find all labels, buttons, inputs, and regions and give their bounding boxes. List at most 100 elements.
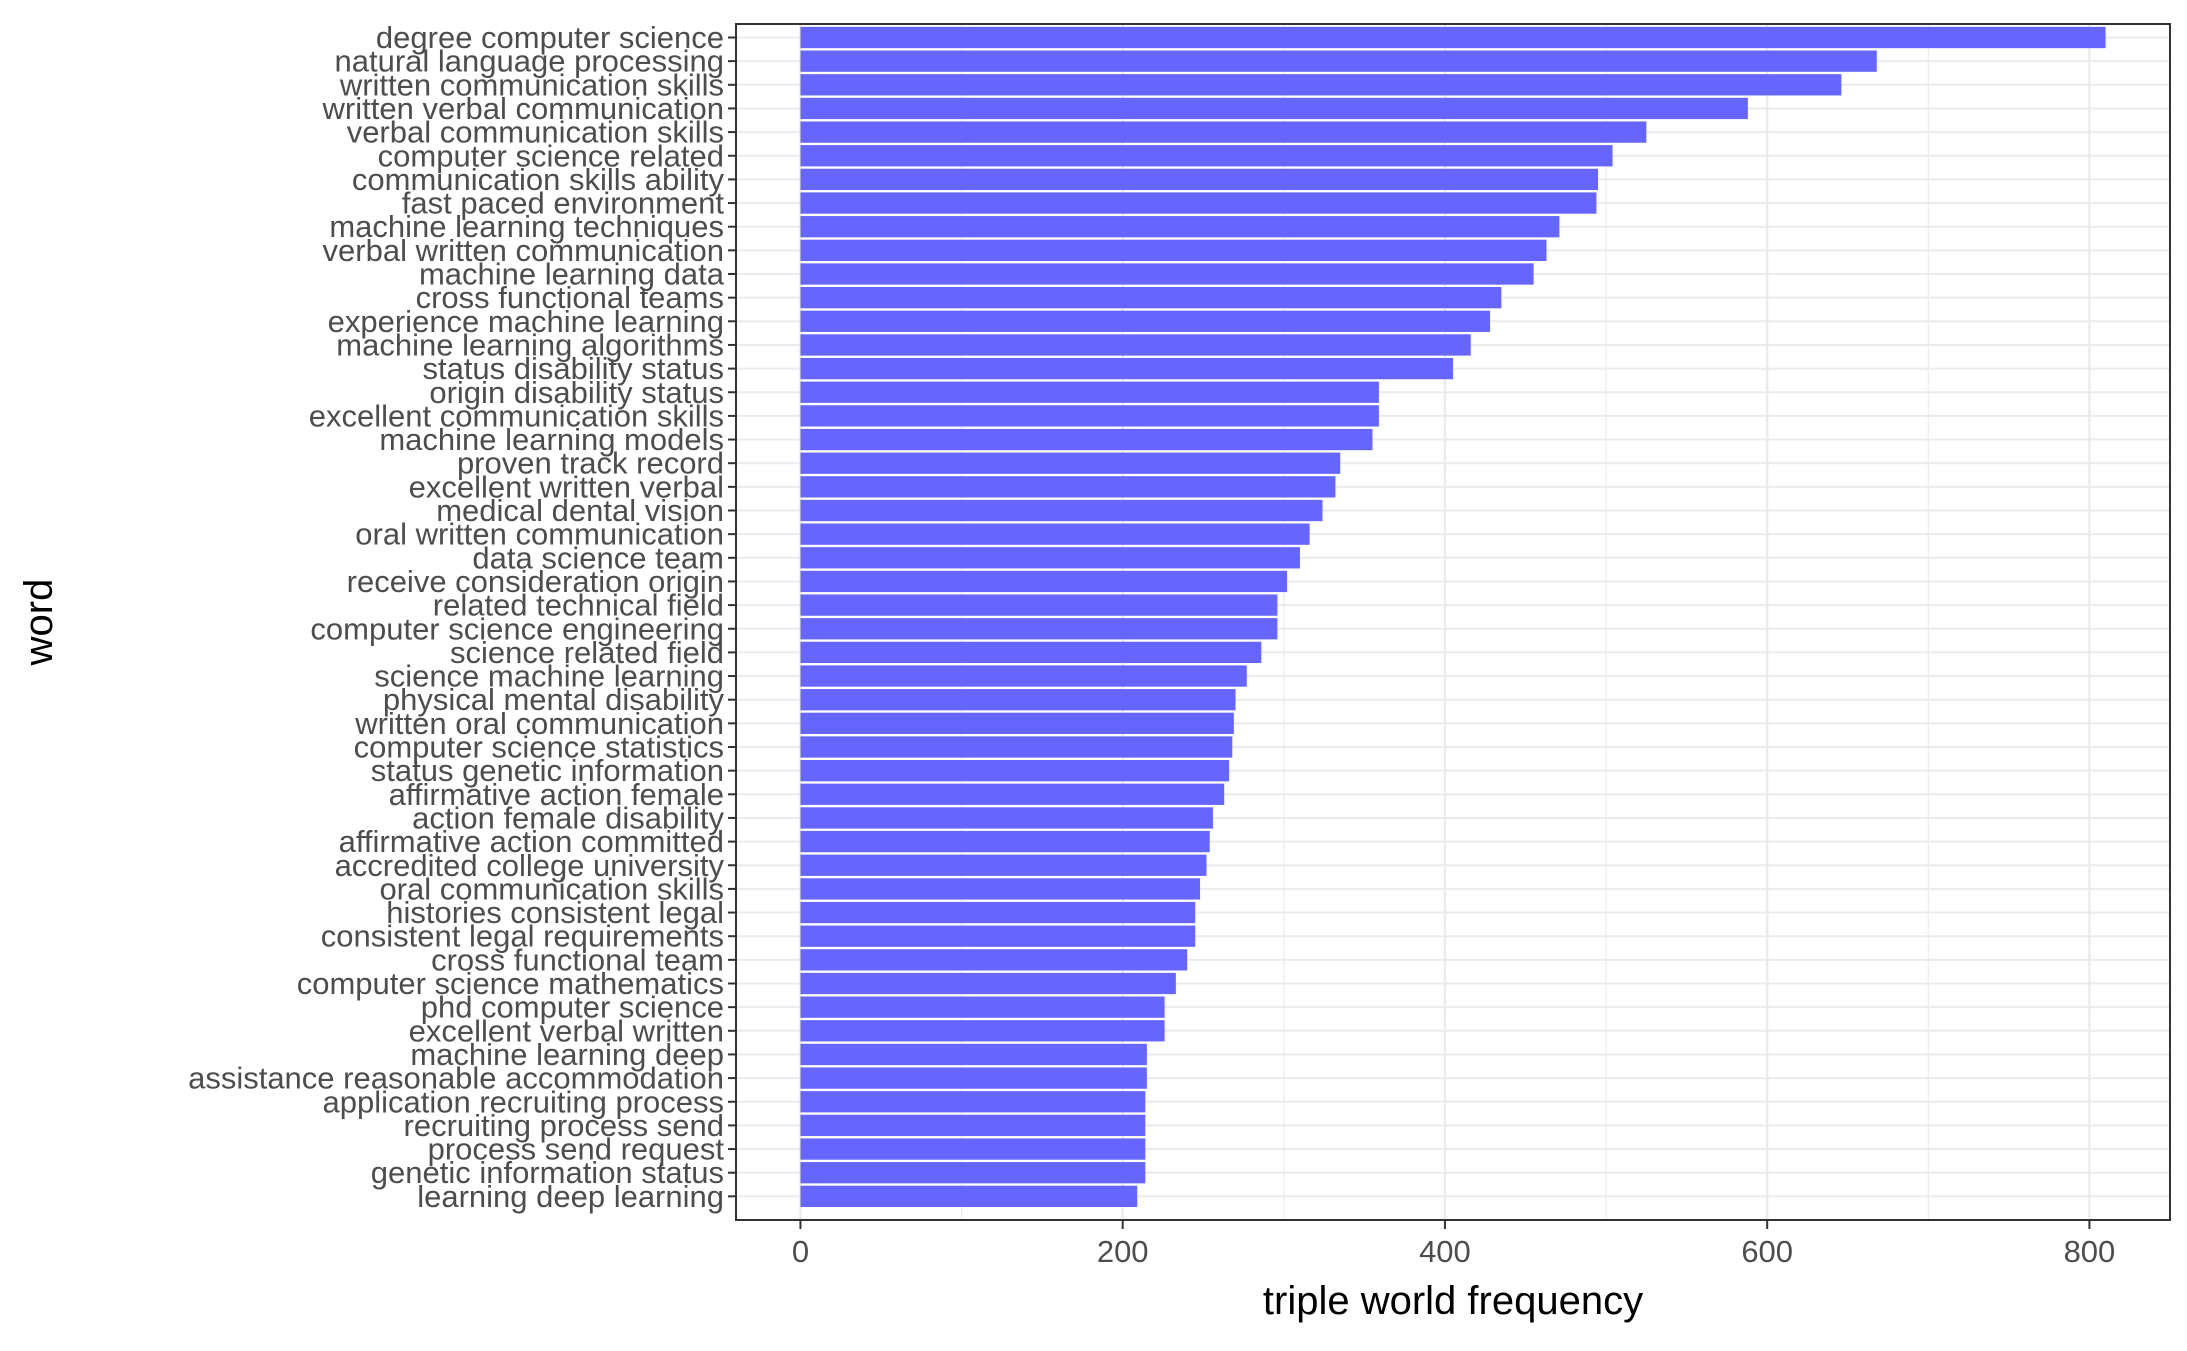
y-tick-label: status disability status <box>422 351 724 386</box>
y-tick-label: written oral communication <box>354 706 724 741</box>
y-tick-label: computer science statistics <box>354 730 724 765</box>
bar <box>800 878 1201 900</box>
bar <box>800 1020 1165 1042</box>
bar <box>800 854 1207 876</box>
bar <box>800 1185 1138 1207</box>
bar <box>800 499 1323 522</box>
y-tick-label: machine learning techniques <box>329 209 724 244</box>
y-tick-label: genetic information status <box>371 1155 724 1190</box>
x-tick-label: 800 <box>2064 1234 2116 1269</box>
y-tick-label: action female disability <box>412 800 724 835</box>
y-tick-label: science related field <box>450 635 724 670</box>
y-tick-label: receive consideration origin <box>347 564 724 599</box>
bar <box>800 263 1534 285</box>
bar <box>800 239 1547 261</box>
y-tick-label: excellent communication skills <box>309 398 724 433</box>
bar <box>800 618 1278 640</box>
y-tick-label: machine learning data <box>419 257 725 292</box>
y-tick-label: data science team <box>472 540 724 575</box>
bar <box>800 168 1599 191</box>
bar <box>800 121 1647 143</box>
bar <box>800 807 1213 829</box>
y-tick-label: verbal written communication <box>323 233 724 268</box>
y-tick-label: affirmative action female <box>389 777 724 812</box>
bar <box>800 949 1188 971</box>
y-tick-label: application recruiting process <box>323 1084 725 1119</box>
bar <box>800 641 1262 664</box>
y-tick-label: oral written communication <box>355 517 724 552</box>
y-tick-label: fast paced environment <box>402 186 725 221</box>
y-tick-label: learning deep learning <box>417 1179 724 1214</box>
y-tick-label: proven track record <box>457 446 724 481</box>
y-tick-label: communication skills ability <box>352 162 725 197</box>
y-tick-label: written verbal communication <box>322 91 724 126</box>
bar <box>800 523 1310 545</box>
y-axis-title: word <box>17 579 61 667</box>
y-tick-label: science machine learning <box>374 659 724 694</box>
bar <box>800 192 1597 214</box>
y-tick-label: degree computer science <box>376 20 724 55</box>
bar <box>800 452 1341 474</box>
y-tick-label: natural language processing <box>335 44 725 79</box>
x-axis-title: triple world frequency <box>1263 1279 1643 1323</box>
bar <box>800 547 1300 569</box>
y-tick-label: cross functional teams <box>416 280 724 315</box>
bar <box>800 689 1236 711</box>
y-tick-label: status genetic information <box>371 753 724 788</box>
y-tick-label: computer science mathematics <box>297 966 724 1001</box>
bar <box>800 405 1379 427</box>
bar <box>800 901 1196 924</box>
y-tick-label: cross functional team <box>431 942 724 977</box>
bar <box>800 594 1278 616</box>
y-tick-label: oral communication skills <box>379 871 724 906</box>
y-tick-label: medical dental vision <box>436 493 724 528</box>
y-tick-label: physical mental disability <box>383 682 725 717</box>
y-tick-label: recruiting process send <box>404 1108 725 1143</box>
y-tick-label: process send request <box>428 1132 725 1167</box>
y-tick-label: excellent verbal written <box>409 1013 724 1048</box>
bar <box>800 712 1234 734</box>
bar <box>800 925 1196 947</box>
bar <box>800 783 1225 805</box>
bar <box>800 1114 1146 1137</box>
bar <box>800 476 1336 498</box>
y-tick-label: related technical field <box>433 588 724 623</box>
y-tick-label: machine learning deep <box>410 1037 724 1072</box>
bar <box>800 1043 1147 1066</box>
bar <box>800 381 1379 403</box>
bar <box>800 972 1176 995</box>
bar <box>800 216 1560 238</box>
bar <box>800 74 1842 96</box>
bar <box>800 830 1210 853</box>
x-axis-ticks: 0 200 400 600 800 <box>792 1220 2115 1269</box>
y-tick-label: machine learning algorithms <box>336 327 724 362</box>
bar <box>800 736 1233 758</box>
bar <box>800 50 1877 72</box>
bar <box>800 665 1247 687</box>
x-tick-label: 600 <box>1741 1234 1793 1269</box>
y-tick-label: accredited college university <box>335 848 725 883</box>
y-tick-label: computer science engineering <box>310 611 724 646</box>
y-tick-label: computer science related <box>378 138 724 173</box>
bar <box>800 1162 1146 1184</box>
bar <box>800 334 1471 356</box>
bar <box>800 145 1613 167</box>
bar <box>800 428 1373 451</box>
x-tick-label: 200 <box>1097 1234 1149 1269</box>
bar <box>800 996 1165 1018</box>
y-tick-label: affirmative action committed <box>339 824 724 859</box>
y-tick-label: origin disability status <box>429 375 724 410</box>
bars <box>800 26 2106 1207</box>
y-tick-label: histories consistent legal <box>386 895 724 930</box>
y-tick-label: written communication skills <box>339 67 724 102</box>
y-tick-label: consistent legal requirements <box>321 919 724 954</box>
y-tick-label: excellent written verbal <box>409 469 724 504</box>
bar <box>800 357 1453 380</box>
x-tick-label: 400 <box>1419 1234 1471 1269</box>
y-tick-label: experience machine learning <box>328 304 724 339</box>
bar <box>800 26 2106 49</box>
y-tick-label: verbal communication skills <box>347 115 724 150</box>
